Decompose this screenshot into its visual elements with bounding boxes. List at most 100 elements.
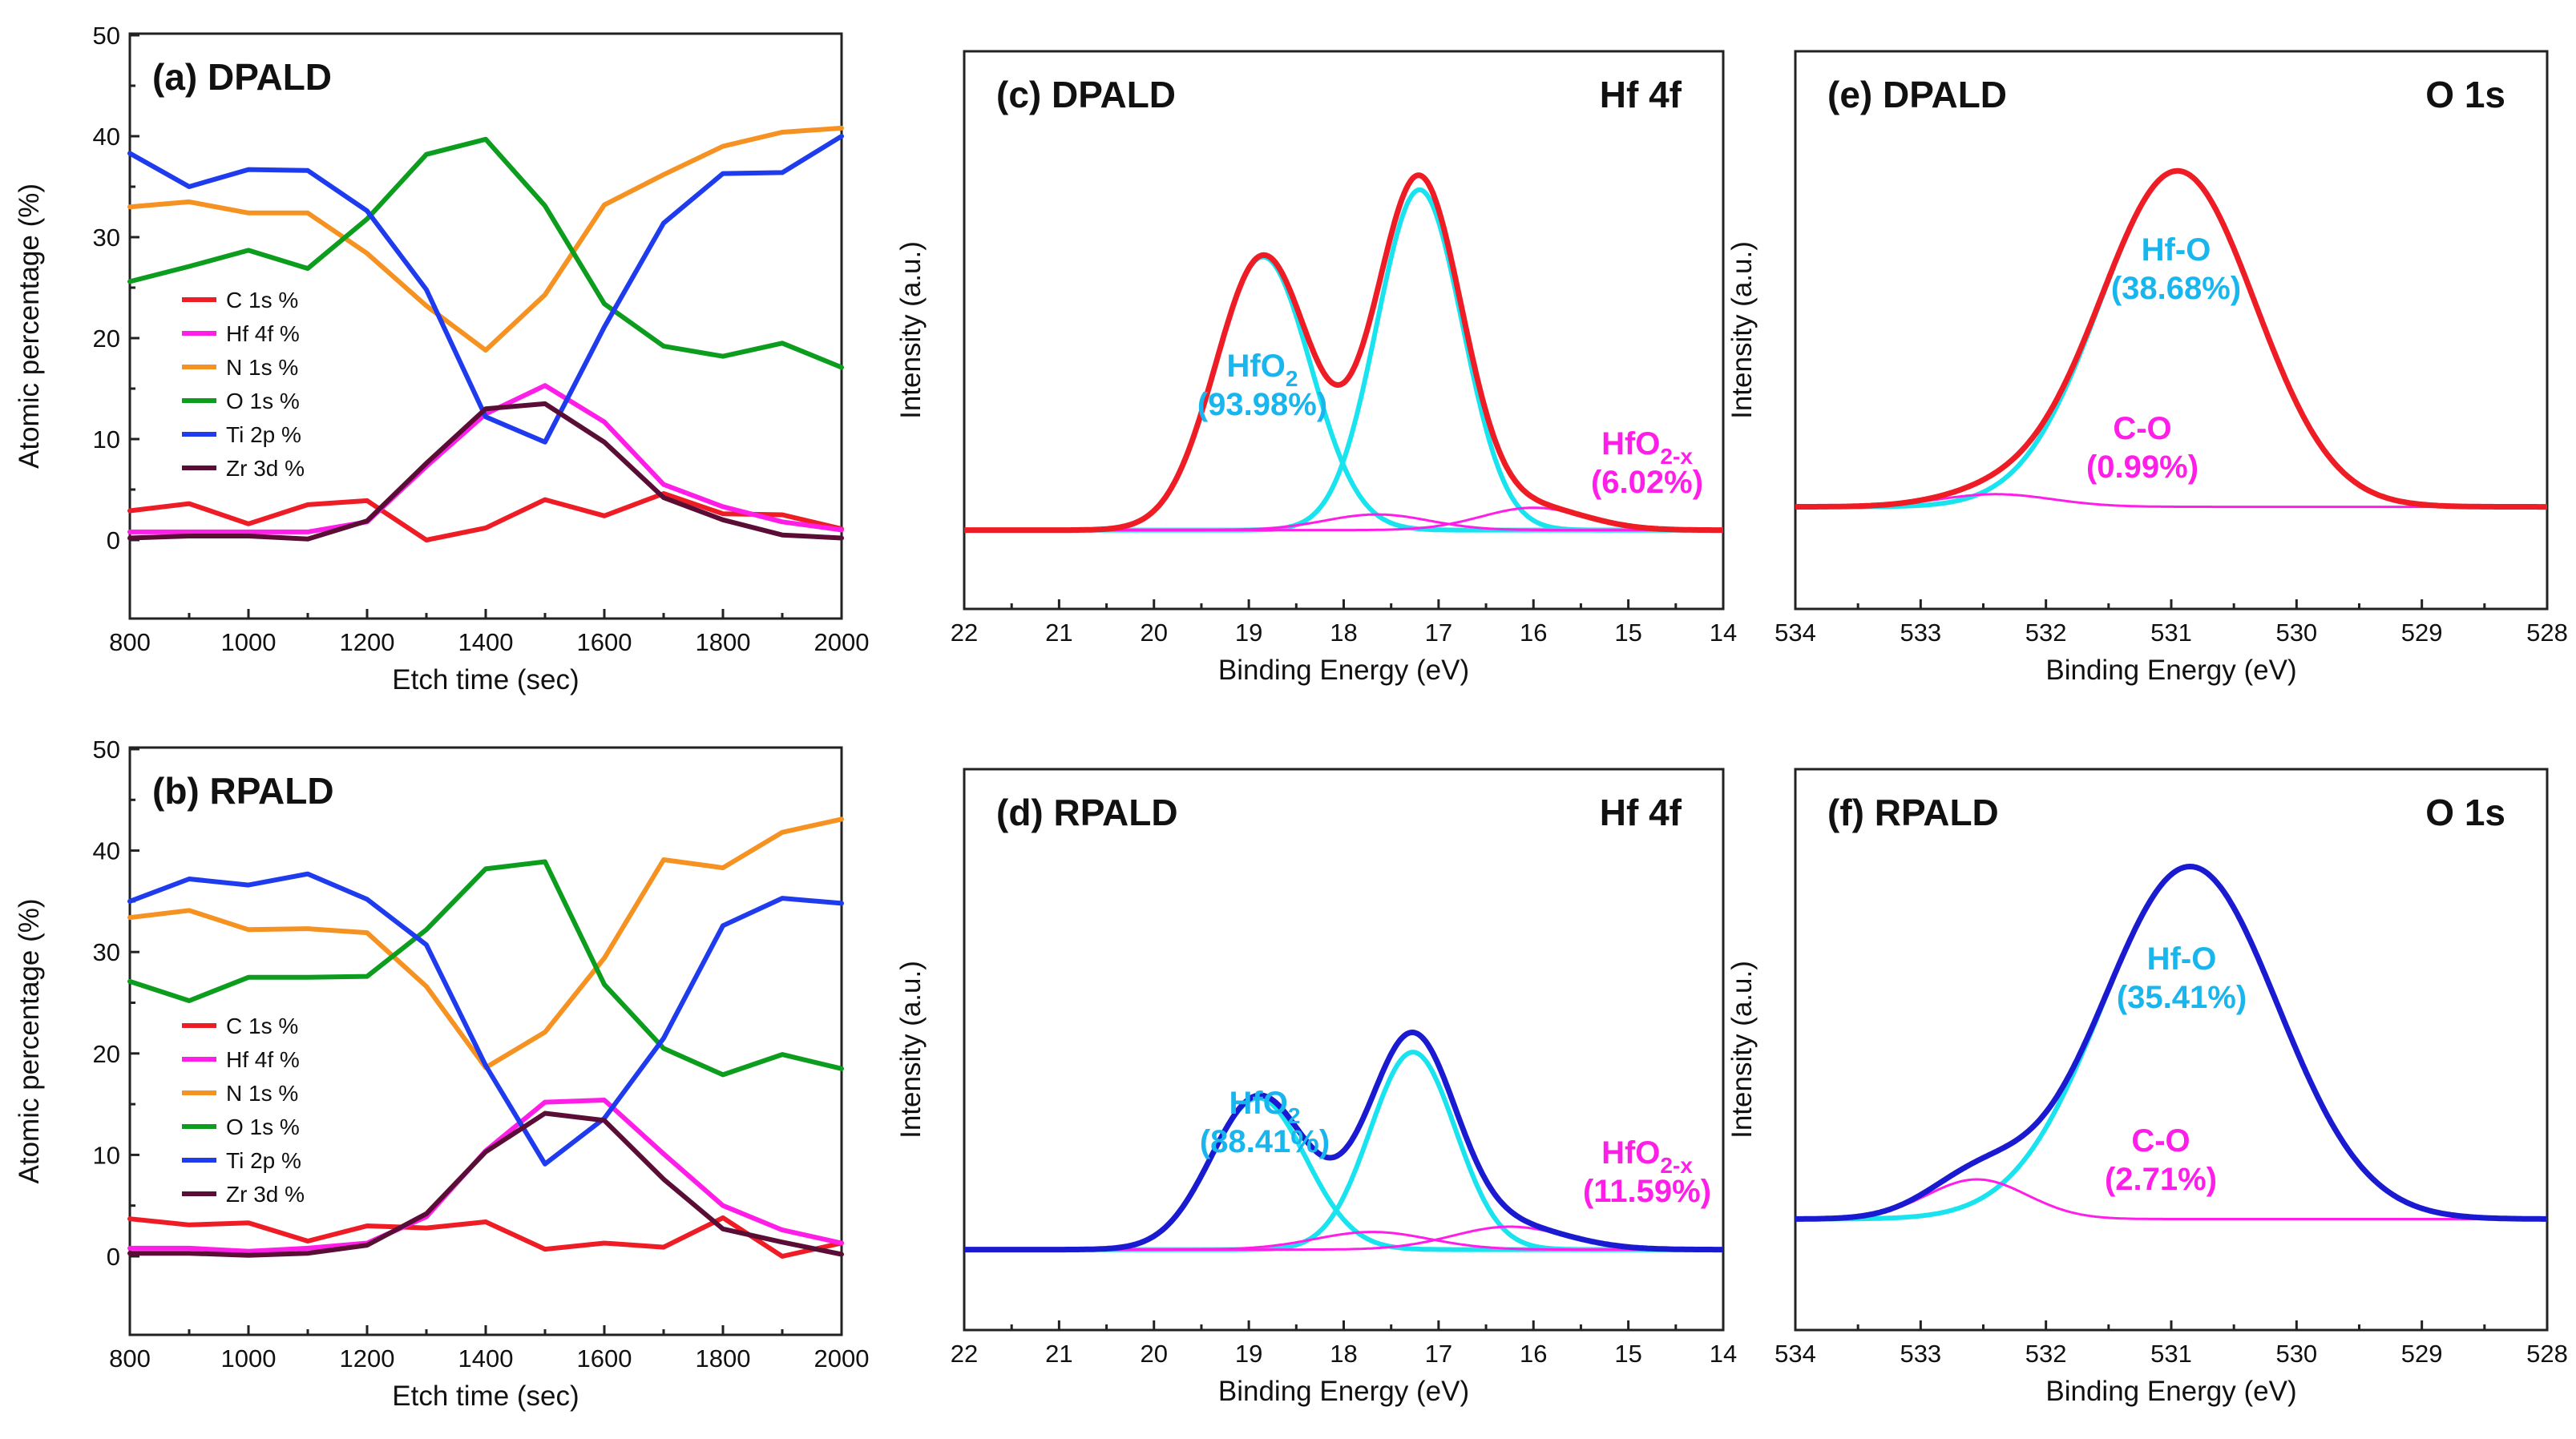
peak-label: HfO2-x (1601, 1135, 1693, 1178)
peak-percentage: (88.41%) (1200, 1124, 1330, 1159)
x-tick-label: 1600 (577, 1344, 632, 1372)
panel-title: (e) DPALD (1827, 74, 2007, 115)
peak-label: HfO2 (1229, 1086, 1301, 1128)
panel-e: 534 533 532 531 530 529 528 Binding Energy (eV)… (1726, 50, 2568, 686)
x-tick-label: 1800 (696, 1344, 751, 1372)
panel-title: (d) RPALD (996, 792, 1178, 833)
peak-percentage: (93.98%) (1197, 387, 1327, 422)
series-line-ti (127, 871, 844, 1167)
legend-label: N 1s % (226, 1081, 298, 1106)
legend-label: Zr 3d % (226, 456, 305, 481)
y-axis-label: Atomic percentage (%) (14, 183, 45, 469)
x-tick-label: 20 (1141, 619, 1168, 647)
y-axis-label: Atomic percentage (%) (14, 899, 45, 1184)
panel-b: 800 1000 1200 1400 1600 1800 2000 0 10 20 30 40 50 Et… (14, 736, 869, 1412)
x-tick-label: 21 (1045, 1340, 1072, 1368)
y-axis-label: Intensity (a.u.) (895, 961, 927, 1139)
x-axis-label: Etch time (sec) (392, 664, 579, 695)
x-tick-label: 16 (1520, 1340, 1547, 1368)
peak-percentage: (38.68%) (2111, 271, 2241, 306)
x-tick-label: 16 (1520, 619, 1547, 647)
peak-percentage: (2.71%) (2105, 1162, 2217, 1197)
envelope-curve (963, 172, 1725, 534)
element-label: Hf 4f (1600, 74, 1682, 115)
legend-label: Hf 4f % (226, 1047, 300, 1072)
x-tick-label: 18 (1330, 1340, 1357, 1368)
panel-title: (f) RPALD (1827, 792, 1999, 833)
peak-label: Hf-O (2147, 941, 2217, 977)
peak-percentage: (11.59%) (1583, 1174, 1711, 1209)
x-tick-label: 529 (2401, 1340, 2443, 1368)
x-tick-label: 800 (109, 1344, 151, 1372)
x-tick-label: 532 (2025, 1340, 2067, 1368)
x-tick-label: 17 (1425, 1340, 1452, 1368)
y-tick-label: 20 (93, 324, 120, 353)
x-tick-label: 15 (1614, 619, 1641, 647)
x-tick-label: 534 (1775, 619, 1816, 647)
envelope-curve (1794, 167, 2549, 510)
element-label: Hf 4f (1600, 792, 1682, 833)
x-tick-label: 1600 (577, 628, 632, 656)
plot-frame (1794, 768, 2549, 1332)
plot-frame (128, 746, 843, 1336)
x-axis-label: Binding Energy (eV) (1218, 1376, 1469, 1407)
x-tick-label: 18 (1330, 619, 1357, 647)
legend-label: Zr 3d % (226, 1182, 305, 1207)
peak-percentage: (6.02%) (1591, 465, 1703, 500)
y-tick-label: 0 (107, 1243, 120, 1271)
plot-frame (1794, 50, 2549, 611)
plot-frame (963, 50, 1725, 611)
y-axis-label: Intensity (a.u.) (895, 241, 927, 419)
x-tick-label: 529 (2401, 619, 2443, 647)
series-line-zr (127, 401, 844, 542)
envelope-curve (963, 1030, 1725, 1253)
series-line-ti (127, 134, 844, 445)
x-tick-label: 22 (951, 1340, 978, 1368)
x-tick-label: 534 (1775, 1340, 1816, 1368)
panel-title: (c) DPALD (996, 74, 1176, 115)
legend-label: O 1s % (226, 1115, 300, 1139)
legend-label: C 1s % (226, 288, 298, 312)
y-tick-label: 40 (93, 123, 120, 151)
x-tick-label: 1800 (696, 628, 751, 656)
x-axis-label: Binding Energy (eV) (1218, 655, 1469, 686)
x-tick-label: 15 (1614, 1340, 1641, 1368)
x-tick-label: 1000 (221, 1344, 277, 1372)
x-tick-label: 19 (1235, 1340, 1262, 1368)
x-tick-label: 1400 (458, 1344, 514, 1372)
y-tick-label: 50 (93, 22, 120, 50)
x-tick-label: 530 (2275, 619, 2317, 647)
x-tick-label: 22 (951, 619, 978, 647)
x-tick-label: 528 (2526, 619, 2568, 647)
x-axis-label: Binding Energy (eV) (2045, 1376, 2296, 1407)
peak-label: C-O (2131, 1123, 2190, 1159)
y-tick-label: 30 (93, 224, 120, 252)
series-line-o (127, 136, 844, 370)
x-tick-label: 20 (1141, 1340, 1168, 1368)
x-tick-label: 531 (2150, 619, 2192, 647)
peak-percentage: (35.41%) (2117, 980, 2247, 1015)
element-label: O 1s (2425, 74, 2505, 115)
panel-d: 22 21 20 19 18 17 16 15 14 Binding Energy (eV) Int… (895, 768, 1737, 1407)
x-axis-label: Binding Energy (eV) (2045, 655, 2296, 686)
peak-label: C-O (2113, 411, 2171, 446)
legend-label: Hf 4f % (226, 321, 300, 346)
x-tick-label: 1000 (221, 628, 277, 656)
series-line-n (127, 125, 844, 353)
x-axis-label: Etch time (sec) (392, 1381, 579, 1412)
legend-label: N 1s % (226, 355, 298, 380)
x-tick-label: 533 (1900, 619, 1941, 647)
series-line-c (127, 1215, 844, 1259)
panel-title: (b) RPALD (152, 770, 334, 812)
x-tick-label: 1200 (340, 628, 395, 656)
peak-label: HfO2 (1227, 349, 1298, 391)
component-peak-3 (964, 506, 1723, 532)
series-line-c (127, 491, 844, 542)
x-tick-label: 21 (1045, 619, 1072, 647)
x-tick-label: 17 (1425, 619, 1452, 647)
x-tick-label: 1400 (458, 628, 514, 656)
y-tick-label: 0 (107, 526, 120, 554)
y-axis-label: Intensity (a.u.) (1726, 241, 1758, 419)
x-tick-label: 530 (2275, 1340, 2317, 1368)
